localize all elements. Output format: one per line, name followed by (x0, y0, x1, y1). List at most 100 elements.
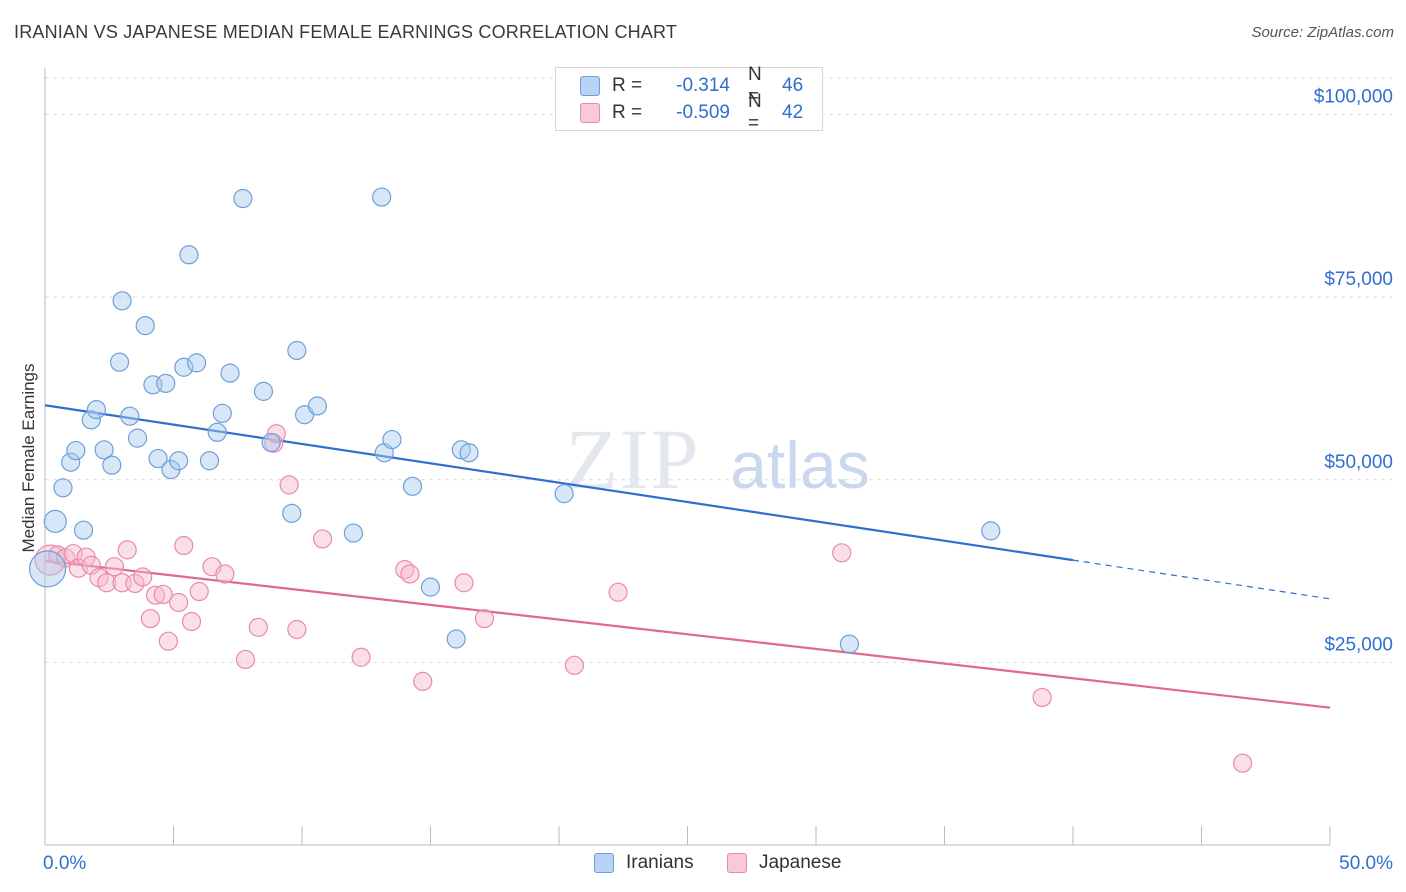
grid-lines (45, 77, 1392, 663)
iranian-point (109, 352, 130, 372)
iranians-swatch (580, 76, 600, 96)
y-tick-label: $100,000 (1314, 87, 1393, 108)
japanese-point (63, 543, 83, 564)
japanese-swatch (580, 103, 600, 123)
japanese-point (104, 557, 124, 577)
iranian-point (459, 443, 479, 463)
iranian-point (402, 476, 423, 496)
japanese-point (832, 543, 852, 563)
japanese-point (351, 647, 371, 667)
iranian-point (554, 484, 574, 504)
iranian-point (446, 629, 466, 649)
japanese-point (235, 649, 256, 670)
iranian-point (28, 550, 67, 588)
iranian-point (73, 520, 94, 540)
iranian-point (187, 353, 207, 373)
iranians-swatch (594, 853, 614, 873)
iranian-point (253, 381, 274, 401)
japanese-point (97, 573, 117, 593)
iranian-point (66, 440, 86, 461)
japanese-point (174, 535, 194, 556)
japanese-point (279, 475, 299, 495)
watermark-zip: ZIP (566, 411, 701, 507)
n-label: N = (748, 91, 762, 134)
trend-lines (44, 404, 1331, 709)
iranian-point (420, 577, 441, 597)
japanese-point (145, 585, 166, 605)
japanese-point (215, 564, 235, 584)
iranian-point (261, 432, 281, 453)
iranian-point (282, 503, 302, 523)
iranian-point (127, 428, 148, 448)
japanese-point (169, 592, 189, 613)
japanese-swatch (727, 853, 747, 873)
iranian-point (86, 400, 107, 420)
japanese-point (153, 584, 173, 605)
japanese-trend-line (44, 559, 1331, 709)
y-tick-label: $50,000 (1324, 452, 1393, 473)
japanese-point (564, 655, 585, 675)
iranian-point (207, 422, 227, 442)
r-value: -0.509 (676, 102, 730, 123)
legend-item-japanese[interactable]: Japanese (727, 852, 841, 874)
iranian-point (372, 187, 392, 207)
iranian-point (148, 448, 168, 469)
japanese-point (181, 611, 202, 632)
iranian-point (61, 452, 81, 472)
japanese-point (125, 573, 145, 594)
iranian-point (43, 509, 67, 533)
iranian-point (179, 245, 199, 265)
y-axis-label: Median Female Earnings (19, 364, 38, 553)
iranian-point (94, 440, 114, 460)
r-label: R = (612, 102, 643, 123)
iranian-point (212, 403, 232, 423)
axes (44, 68, 1331, 846)
japanese-point (287, 619, 307, 640)
x-tick-label: 50.0% (1339, 853, 1393, 874)
n-value: 42 (782, 102, 804, 123)
japanese-point (133, 567, 153, 587)
legend-row-iranians: R = -0.314 N = 46 (580, 64, 804, 107)
japanese-point (454, 573, 474, 593)
japanese-point (474, 608, 495, 629)
japanese-point (158, 631, 178, 651)
iranian-point (120, 406, 140, 426)
watermark-atlas: atlas (730, 428, 869, 502)
japanese-point (189, 581, 209, 602)
legend-row-japanese: R = -0.509 N = 42 (580, 91, 804, 134)
tick-labels: $25,000 $50,000 $75,000 $100,000 0.0% 50.0% (43, 87, 1393, 874)
iranian-point (112, 291, 132, 311)
chart-title: IRANIAN VS JAPANESE MEDIAN FEMALE EARNIN… (14, 22, 678, 42)
iranian-point (839, 634, 860, 654)
iranian-point (81, 410, 101, 430)
iranian-point (287, 340, 307, 361)
iranian-point (102, 455, 122, 475)
iranian-points (28, 187, 1001, 654)
japanese-point (413, 671, 433, 691)
iranian-point (343, 523, 363, 543)
iranian-point (220, 363, 240, 383)
watermark: ZIP atlas (566, 411, 870, 507)
japanese-point (608, 582, 628, 602)
iranian-point (382, 429, 402, 450)
n-label: N = (748, 64, 762, 107)
japanese-point (140, 608, 160, 629)
iranians-trend-extension (1072, 559, 1331, 600)
iranian-point (981, 521, 1001, 541)
iranian-point (199, 451, 220, 471)
japanese-point (312, 529, 333, 549)
legend-item-iranians[interactable]: Iranians (594, 852, 694, 874)
iranian-point (169, 451, 189, 471)
iranian-point (174, 357, 194, 377)
iranian-point (233, 188, 253, 209)
n-value: 46 (782, 75, 804, 96)
iranian-point (307, 396, 328, 416)
legend-label-japanese: Japanese (759, 852, 842, 873)
iranian-point (53, 478, 73, 498)
japanese-point (1032, 687, 1052, 708)
japanese-point (400, 564, 420, 584)
iranian-point (451, 440, 471, 460)
correlation-legend: R = -0.314 N = 46 R = -0.509 N = 42 (555, 64, 823, 134)
iranian-point (156, 373, 176, 393)
